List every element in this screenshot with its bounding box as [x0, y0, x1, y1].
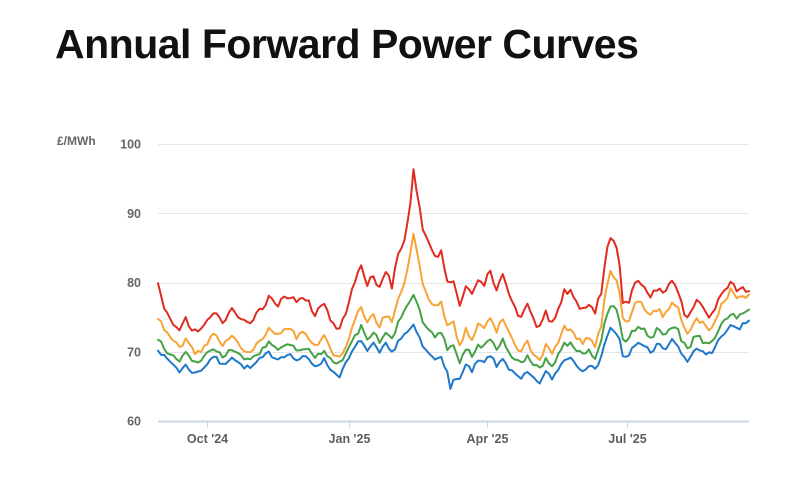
x-tick-label: Jul '25: [608, 432, 646, 446]
x-tick-label: Jan '25: [329, 432, 371, 446]
y-axis-unit-label: £/MWh: [57, 134, 96, 148]
page-title: Annual Forward Power Curves: [55, 21, 639, 67]
x-tick-label: Apr '25: [467, 432, 509, 446]
series-line-blue: [157, 319, 750, 390]
x-tick-label: Oct '24: [187, 432, 228, 446]
y-tick-label: 70: [127, 345, 141, 359]
y-tick-label: 80: [127, 276, 141, 290]
y-tick-label: 60: [127, 415, 141, 429]
y-tick-label: 90: [127, 207, 141, 221]
series-line-green: [157, 293, 750, 369]
y-tick-label: 100: [120, 138, 141, 152]
series-line-orange: [157, 232, 750, 361]
series-line-red: [157, 168, 750, 333]
